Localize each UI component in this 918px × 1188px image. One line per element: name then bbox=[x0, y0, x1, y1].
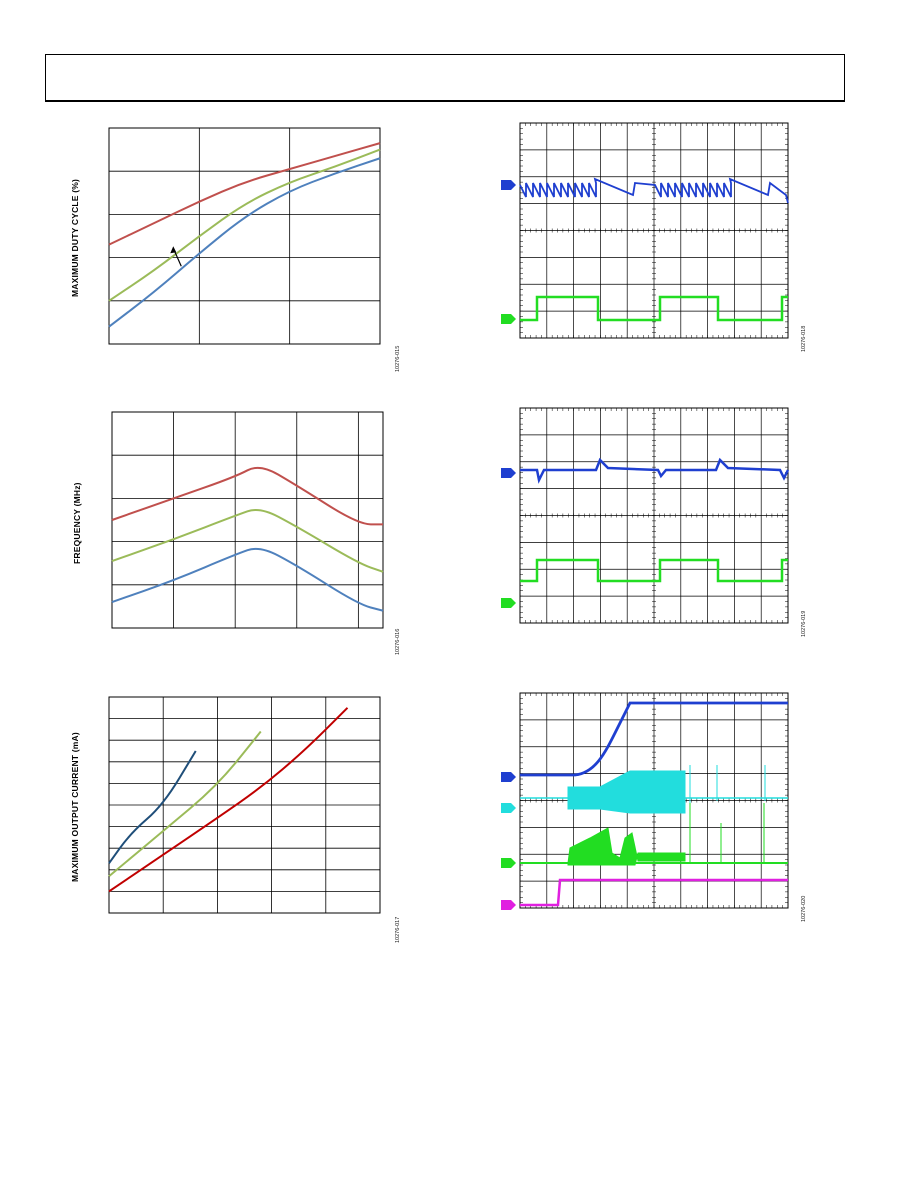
blue-trace bbox=[519, 177, 789, 204]
series-line-0 bbox=[108, 750, 197, 864]
blue-trace bbox=[520, 701, 788, 777]
channel-1-marker bbox=[501, 180, 516, 190]
series-line-0 bbox=[108, 142, 381, 246]
output-current-ylabel: MAXIMUM OUTPUT CURRENT (mA) bbox=[70, 732, 80, 882]
scope-frame bbox=[519, 407, 789, 624]
frequency-ylabel: FREQUENCY (MHz) bbox=[72, 482, 82, 564]
blue-trace bbox=[520, 457, 790, 484]
scope-capture-2 bbox=[501, 407, 790, 624]
channel-4-marker bbox=[501, 900, 516, 910]
series-line-1 bbox=[108, 730, 262, 878]
plot-frame bbox=[108, 127, 381, 345]
scope-capture-3 bbox=[501, 692, 789, 910]
figure-id-4: 10276-018 bbox=[801, 325, 807, 352]
page-header-box bbox=[45, 54, 845, 102]
scope-capture-1 bbox=[501, 122, 789, 339]
green-burst bbox=[567, 827, 686, 866]
figure-id-6: 10276-020 bbox=[801, 895, 807, 922]
magenta-trace bbox=[520, 878, 788, 907]
cyan-burst bbox=[567, 770, 686, 814]
plot-frame bbox=[108, 696, 381, 914]
series-line-1 bbox=[108, 148, 381, 302]
series-line-2 bbox=[111, 547, 384, 612]
duty-cycle-chart bbox=[108, 127, 381, 345]
figure-id-5: 10276-019 bbox=[801, 610, 807, 637]
annotation-arrowhead bbox=[170, 246, 177, 254]
channel-2-marker bbox=[501, 314, 516, 324]
figure-id-1: 10276-015 bbox=[395, 345, 401, 372]
plot-frame bbox=[111, 411, 384, 629]
channel-1-marker bbox=[501, 468, 516, 478]
scope-frame bbox=[519, 692, 789, 909]
green-trace bbox=[520, 558, 788, 583]
channel-3-marker bbox=[501, 858, 516, 868]
series-line-2 bbox=[108, 707, 349, 893]
output-current-chart bbox=[108, 696, 381, 914]
channel-2-marker bbox=[501, 803, 516, 813]
series-line-0 bbox=[111, 466, 383, 526]
duty-cycle-ylabel: MAXIMUM DUTY CYCLE (%) bbox=[70, 178, 80, 297]
green-trace bbox=[520, 295, 788, 322]
scope-frame bbox=[519, 122, 789, 339]
frequency-chart bbox=[111, 411, 384, 629]
figure-id-2: 10276-016 bbox=[395, 628, 401, 655]
figure-id-3: 10276-017 bbox=[395, 916, 401, 943]
series-line-2 bbox=[108, 157, 381, 328]
channel-2-marker bbox=[501, 598, 516, 608]
channel-1-marker bbox=[501, 772, 516, 782]
series-line-1 bbox=[111, 509, 384, 573]
